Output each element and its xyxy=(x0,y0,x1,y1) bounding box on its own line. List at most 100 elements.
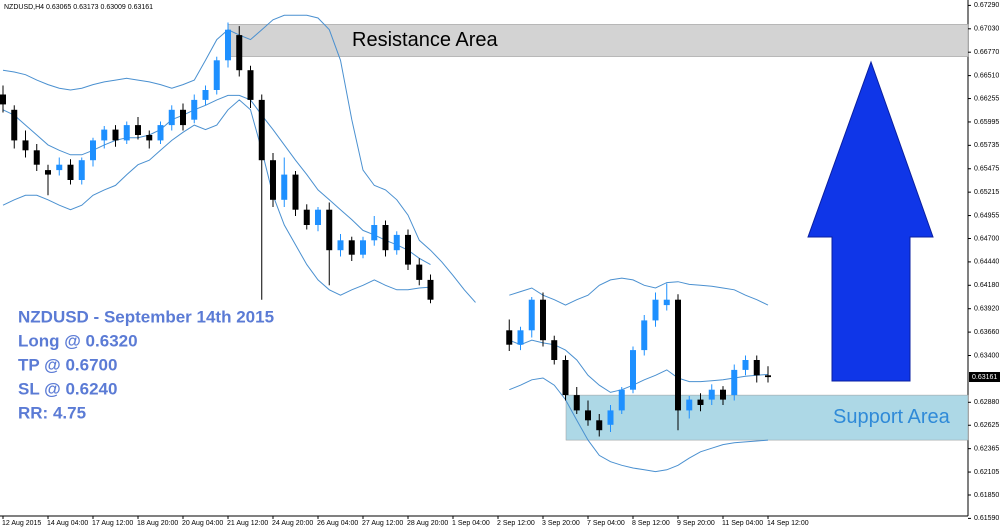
y-tick-label: 0.64440 xyxy=(974,259,999,266)
candle-body xyxy=(731,369,738,396)
y-tick-label: 0.64180 xyxy=(974,282,999,289)
band-line xyxy=(2,99,769,473)
y-tick-label: 0.63920 xyxy=(974,306,999,313)
y-tick-label: 0.64700 xyxy=(974,235,999,242)
y-tick-label: 0.66255 xyxy=(974,95,999,102)
x-tick-label: 24 Aug 20:00 xyxy=(272,520,313,527)
candle-body xyxy=(528,299,535,331)
annotation: Long @ 0.6320 xyxy=(18,331,138,350)
candle-body xyxy=(180,109,186,126)
annotation: TP @ 0.6700 xyxy=(18,355,117,374)
x-tick-label: 8 Sep 12:00 xyxy=(632,520,670,527)
candle-body xyxy=(56,164,63,171)
x-tick-label: 1 Sep 04:00 xyxy=(452,520,490,527)
candle-body xyxy=(78,160,85,180)
candle-body xyxy=(303,209,310,225)
y-tick-label: 0.65735 xyxy=(974,142,999,149)
y-tick-label: 0.62880 xyxy=(974,399,999,406)
candle-body xyxy=(663,299,670,306)
y-tick-label: 0.65995 xyxy=(974,119,999,126)
x-tick-label: 28 Aug 20:00 xyxy=(407,520,448,527)
candle-body xyxy=(292,174,299,210)
candle-body xyxy=(641,320,648,351)
candle-body xyxy=(562,360,569,396)
x-tick-label: 26 Aug 04:00 xyxy=(317,520,358,527)
candle-body xyxy=(11,109,18,141)
candle-body xyxy=(551,340,558,360)
y-tick-label: 0.63400 xyxy=(974,352,999,359)
x-tick-label: 2 Sep 12:00 xyxy=(497,520,535,527)
candle-body xyxy=(281,174,288,200)
candle-body xyxy=(765,375,771,378)
y-tick-label: 0.62105 xyxy=(974,469,999,476)
candle-body xyxy=(573,395,580,411)
candle-body xyxy=(168,109,175,126)
candles xyxy=(0,22,771,437)
candle-body xyxy=(371,225,378,241)
x-tick-label: 7 Sep 04:00 xyxy=(587,520,625,527)
x-tick-label: 11 Sep 04:00 xyxy=(722,520,763,527)
candle-body xyxy=(157,125,164,141)
up-arrow xyxy=(807,60,934,382)
candle-body xyxy=(675,299,681,411)
candle-body xyxy=(382,225,389,251)
candle-body xyxy=(270,160,276,200)
candle-body xyxy=(135,125,141,135)
y-tick-label: 0.64955 xyxy=(974,212,999,219)
y-tick-label: 0.65215 xyxy=(974,189,999,196)
candle-body xyxy=(33,150,40,165)
candle-body xyxy=(258,99,265,161)
x-tick-label: 14 Aug 04:00 xyxy=(47,520,88,527)
annotation: NZDUSD - September 14th 2015 xyxy=(18,307,274,326)
candle-body xyxy=(753,360,760,376)
candle-body xyxy=(585,410,591,421)
candle-body xyxy=(0,94,6,105)
y-tick-label: 0.61590 xyxy=(974,515,999,522)
x-tick-label: 14 Sep 12:00 xyxy=(767,520,809,527)
candle-body xyxy=(517,330,524,345)
candle-body xyxy=(720,389,726,400)
candle-body xyxy=(67,164,74,180)
candle-body xyxy=(191,99,198,120)
current-price-label: 0.63161 xyxy=(972,374,997,381)
candle-body xyxy=(225,29,231,61)
zone xyxy=(565,394,969,441)
zones: Resistance Area Support Area xyxy=(227,24,969,441)
candle-body xyxy=(686,399,693,411)
candle-body xyxy=(45,170,51,175)
candle-body xyxy=(22,140,29,151)
annotation: SL @ 0.6240 xyxy=(18,379,117,398)
candle-body xyxy=(393,234,400,251)
x-tick-label: 18 Aug 20:00 xyxy=(137,520,178,527)
candle-body xyxy=(618,389,625,411)
candle-body xyxy=(416,264,423,280)
x-tick-label: 20 Aug 04:00 xyxy=(182,520,223,527)
y-tick-label: 0.62365 xyxy=(974,445,999,452)
candle-body xyxy=(506,330,513,345)
candle-body xyxy=(652,299,659,321)
candle-body xyxy=(247,70,254,100)
y-tick-label: 0.62625 xyxy=(974,422,999,429)
x-tick-label: 17 Aug 12:00 xyxy=(92,520,133,527)
candle-body xyxy=(123,125,130,141)
candle-body xyxy=(236,35,243,71)
candle-body xyxy=(101,129,108,141)
zone xyxy=(227,24,969,57)
candle-body xyxy=(405,234,411,265)
x-tick-label: 12 Aug 2015 xyxy=(2,520,41,527)
candle-body xyxy=(326,209,333,251)
candle-body xyxy=(348,240,355,255)
candle-body xyxy=(427,279,434,300)
x-tick-label: 21 Aug 12:00 xyxy=(227,520,268,527)
candle-body xyxy=(146,135,153,141)
candle-body xyxy=(315,209,321,225)
candle-body xyxy=(360,240,366,255)
candle-body xyxy=(213,60,220,90)
chart-header: NZDUSD,H4 0.63065 0.63173 0.63009 0.6316… xyxy=(4,4,153,11)
candle-body xyxy=(596,420,603,431)
zone-label: Resistance Area xyxy=(352,29,499,51)
y-tick-label: 0.65475 xyxy=(974,166,999,173)
current-price-box xyxy=(969,372,1000,383)
